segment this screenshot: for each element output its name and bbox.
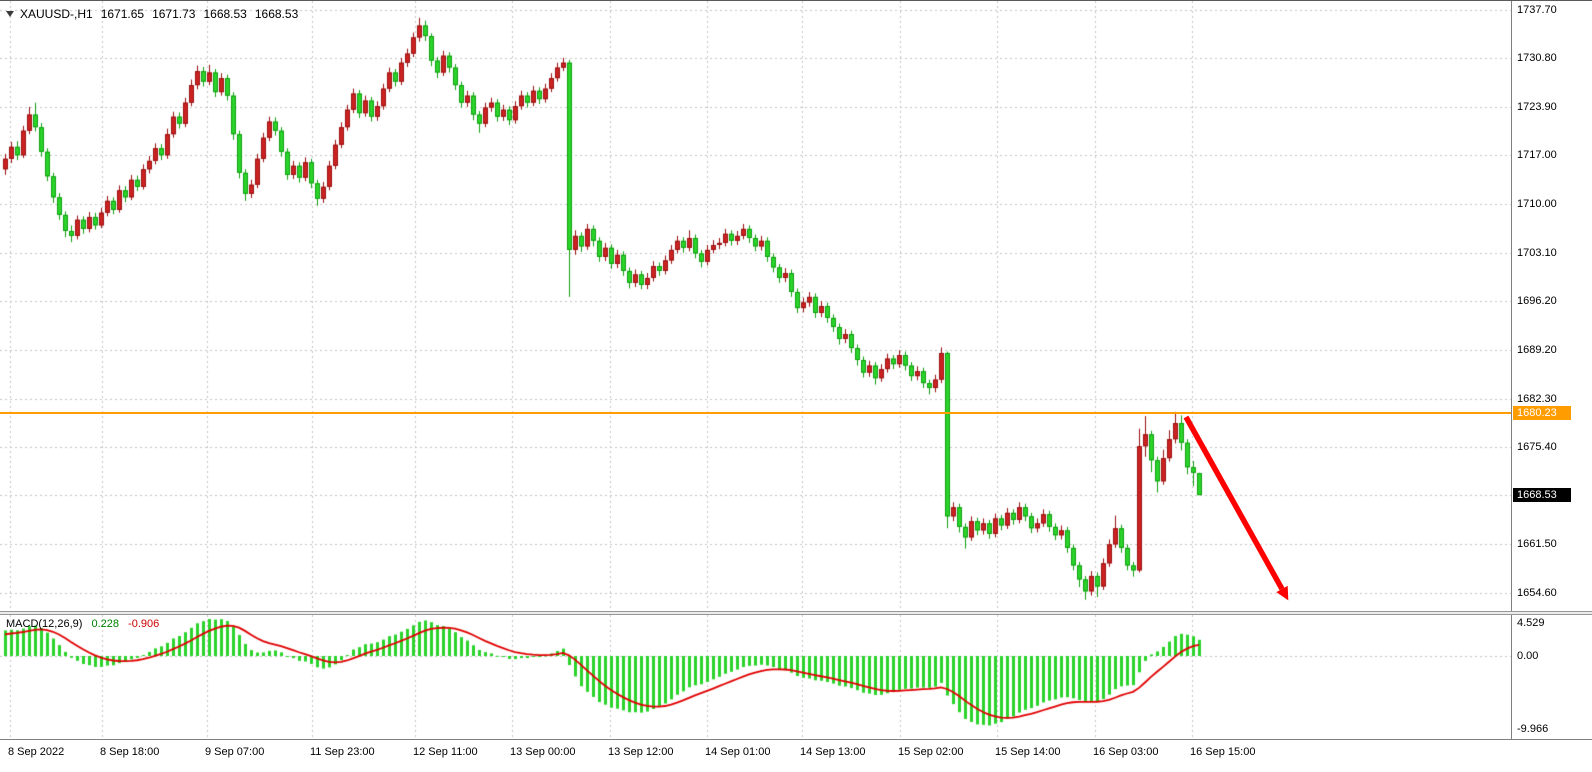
time-tick-label: 15 Sep 14:00: [995, 746, 1061, 758]
time-tick-label: 16 Sep 15:00: [1190, 746, 1256, 758]
macd-pane[interactable]: MACD(12,26,9) 0.228 -0.906: [0, 615, 1511, 739]
time-tick-label: 13 Sep 12:00: [608, 746, 674, 758]
price-pane[interactable]: XAUUSD-,H1 1671.65 1671.73 1668.53 1668.…: [0, 1, 1511, 611]
macd-main-value: 0.228: [91, 618, 120, 630]
pane-splitter[interactable]: [0, 611, 1592, 615]
price-tick-label: 1730.80: [1517, 52, 1557, 65]
macd-title: MACD(12,26,9) 0.228 -0.906: [6, 618, 159, 630]
macd-chart-canvas[interactable]: [0, 615, 1511, 739]
resistance-price-badge: 1680.23: [1513, 406, 1571, 421]
price-tick-label: 1717.00: [1517, 149, 1557, 162]
symbol-period-label: XAUUSD-,H1: [20, 7, 93, 21]
sell-arrow[interactable]: [0, 1, 1511, 611]
ohlc-high: 1671.73: [152, 7, 196, 21]
price-axis[interactable]: 1680.23 1668.53 4.529 0.00 -9.966 1737.7…: [1511, 1, 1592, 739]
macd-signal-value: -0.906: [128, 618, 160, 630]
price-tick-label: 1703.10: [1517, 246, 1557, 259]
price-tick-label: 1710.00: [1517, 198, 1557, 211]
macd-scale-zero: 0.00: [1517, 650, 1539, 662]
price-tick-label: 1675.40: [1517, 440, 1557, 453]
time-tick-label: 13 Sep 00:00: [510, 746, 576, 758]
time-tick-label: 14 Sep 01:00: [705, 746, 771, 758]
time-axis[interactable]: 8 Sep 2022 8 Sep 18:00 9 Sep 07:00 11 Sep 2…: [0, 739, 1592, 772]
ohlc-low: 1668.53: [203, 7, 247, 21]
resistance-line[interactable]: [0, 412, 1511, 415]
time-tick-label: 11 Sep 23:00: [310, 746, 375, 758]
time-tick-label: 8 Sep 18:00: [100, 746, 160, 758]
ohlc-open: 1671.65: [100, 7, 145, 21]
price-tick-label: 1661.50: [1517, 538, 1557, 551]
price-tick-label: 1682.30: [1517, 392, 1557, 405]
symbol-dropdown-icon[interactable]: [6, 11, 14, 17]
time-tick-label: 12 Sep 11:00: [413, 746, 478, 758]
chart-title: XAUUSD-,H1 1671.65 1671.73 1668.53 1668.…: [6, 7, 298, 21]
time-tick-label: 9 Sep 07:00: [205, 746, 265, 758]
time-tick-label: 14 Sep 13:00: [800, 746, 866, 758]
macd-scale-max: 4.529: [1517, 617, 1545, 629]
time-tick-label: 15 Sep 02:00: [898, 746, 964, 758]
time-tick-label: 16 Sep 03:00: [1093, 746, 1159, 758]
ohlc-close: 1668.53: [254, 7, 299, 21]
time-tick-label: 8 Sep 2022: [8, 746, 65, 758]
bid-price-badge: 1668.53: [1513, 488, 1571, 503]
macd-scale-min: -9.966: [1517, 723, 1549, 735]
price-tick-label: 1654.60: [1517, 586, 1557, 599]
price-tick-label: 1696.20: [1517, 295, 1557, 308]
price-tick-label: 1689.20: [1517, 344, 1557, 357]
price-tick-label: 1723.90: [1517, 100, 1557, 113]
candlestick-chart-canvas[interactable]: [0, 1, 1511, 611]
price-tick-label: 1737.70: [1517, 4, 1557, 17]
macd-indicator-label: MACD(12,26,9): [6, 618, 83, 630]
